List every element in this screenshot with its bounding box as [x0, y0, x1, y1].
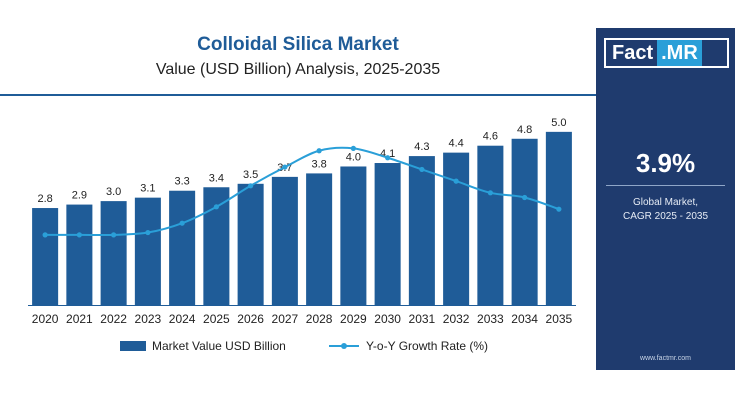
- x-tick-label: 2020: [32, 312, 59, 326]
- growth-rate-point: [213, 204, 219, 210]
- cagr-label-line2: CAGR 2025 - 2035: [622, 211, 709, 222]
- x-tick-label: 2031: [409, 312, 436, 326]
- x-tick-label: 2024: [169, 312, 196, 326]
- x-tick-label: 2023: [135, 312, 162, 326]
- factmr-logo: Fact .MR: [604, 38, 729, 68]
- bar: [66, 204, 93, 305]
- bar: [306, 173, 333, 305]
- bar-value-label: 4.0: [346, 151, 361, 163]
- x-tick-label: 2034: [511, 312, 538, 326]
- cagr-value: 3.9%: [635, 148, 696, 178]
- bar-value-label: 4.6: [483, 131, 498, 143]
- growth-rate-point: [522, 194, 528, 201]
- side-panel: Fact .MR 3.9% Global Market, CAGR 2025 -…: [596, 28, 735, 370]
- bar-value-label: 4.4: [448, 138, 463, 150]
- bar: [169, 190, 196, 305]
- bar-line-chart: 2.8 2020 2.9 2021 3.0 2022 3.1 2023 3.3 2024 3.4 20…: [28, 117, 576, 326]
- growth-rate-line: [45, 146, 560, 237]
- infographic-card: Colloidal Silica Market Value (USD Billi…: [0, 28, 735, 370]
- x-tick-label: 2032: [443, 312, 470, 326]
- legend-line-label: Y-o-Y Growth Rate (%): [366, 339, 489, 353]
- growth-rate-point: [419, 166, 425, 173]
- chart-area: Colloidal Silica Market Value (USD Billi…: [0, 28, 596, 370]
- bar: [443, 152, 470, 305]
- bar: [32, 208, 59, 305]
- bar: [477, 145, 504, 305]
- bar: [340, 166, 367, 305]
- logo-mr-text: .MR: [657, 40, 702, 66]
- legend: Market Value USD Billion Y-o-Y Growth Ra…: [0, 337, 596, 357]
- x-tick-label: 2030: [374, 312, 401, 326]
- bar-value-label: 4.3: [414, 141, 429, 153]
- chart-subtitle: Value (USD Billion) Analysis, 2025-2035: [155, 61, 441, 78]
- growth-rate-point: [316, 148, 322, 154]
- bar: [100, 201, 127, 305]
- legend-bar-label: Market Value USD Billion: [152, 339, 286, 353]
- x-tick-label: 2035: [546, 312, 573, 326]
- legend-line-swatch: [329, 343, 359, 349]
- title-divider: [0, 94, 596, 96]
- x-tick-label: 2021: [66, 312, 93, 326]
- bar-value-label: 2.8: [37, 193, 52, 205]
- growth-rate-point: [145, 229, 151, 236]
- x-tick-label: 2022: [100, 312, 127, 326]
- growth-rate-point: [453, 178, 459, 184]
- logo-fact-text: Fact: [612, 41, 654, 64]
- growth-rate-point: [248, 183, 254, 189]
- legend-bar-swatch: [120, 341, 146, 351]
- x-tick-label: 2027: [272, 312, 299, 326]
- bar: [237, 183, 264, 305]
- bar: [511, 138, 538, 305]
- growth-rate-point: [42, 232, 48, 238]
- growth-rate-point: [487, 190, 493, 196]
- bar-value-label: 3.1: [140, 183, 155, 195]
- bar: [271, 176, 298, 305]
- bar-value-label: 3.0: [106, 186, 121, 198]
- x-tick-label: 2033: [477, 312, 504, 326]
- bar: [408, 156, 435, 305]
- x-tick-label: 2029: [340, 312, 367, 326]
- growth-rate-point: [76, 232, 82, 238]
- growth-rate-point: [111, 232, 117, 238]
- x-tick-label: 2025: [203, 312, 230, 326]
- bar: [545, 131, 572, 305]
- bar-value-label: 3.8: [311, 158, 326, 170]
- growth-rate-point: [556, 206, 562, 212]
- bar-value-label: 3.4: [209, 172, 224, 184]
- chart-title: Colloidal Silica Market: [197, 34, 399, 55]
- bar-value-label: 3.3: [174, 176, 189, 188]
- growth-rate-point: [385, 155, 391, 161]
- cagr-label: Global Market, CAGR 2025 - 2035: [596, 196, 735, 224]
- growth-rate-point: [179, 220, 185, 226]
- x-tick-label: 2026: [237, 312, 264, 326]
- x-tick-label: 2028: [306, 312, 333, 326]
- bar: [374, 163, 401, 305]
- bar-value-label: 3.5: [243, 169, 258, 181]
- bar-value-label: 4.8: [517, 124, 532, 136]
- cagr-label-line1: Global Market,: [632, 197, 699, 208]
- growth-rate-point: [282, 164, 288, 170]
- bar-value-label: 5.0: [551, 117, 566, 129]
- growth-rate-point: [350, 145, 356, 151]
- cagr-divider: [606, 185, 725, 186]
- bar-value-label: 2.9: [72, 190, 87, 202]
- bar: [134, 197, 161, 305]
- website-url: www.factmr.com: [640, 355, 691, 362]
